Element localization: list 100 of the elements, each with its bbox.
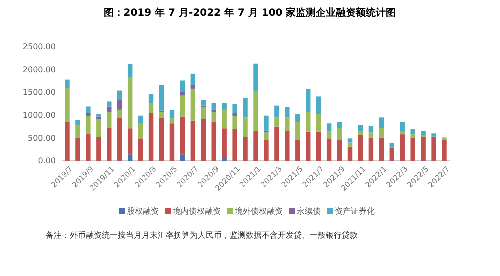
bar — [232, 113, 238, 116]
bar — [232, 104, 238, 114]
bar — [337, 140, 342, 161]
bar — [337, 122, 342, 128]
bar — [86, 113, 91, 116]
bar — [190, 74, 196, 86]
bar — [96, 116, 102, 120]
y-tick-label: 2500.00 — [22, 42, 56, 52]
bar — [138, 123, 144, 139]
bar — [170, 110, 175, 119]
legend-label: 股权融资 — [127, 207, 159, 216]
bar — [65, 88, 70, 122]
bar — [390, 143, 394, 148]
bar — [442, 138, 447, 140]
bar — [243, 118, 248, 138]
bar — [148, 94, 154, 104]
bar — [348, 142, 353, 147]
bar — [96, 114, 102, 117]
bar — [368, 132, 374, 138]
bar — [170, 124, 175, 161]
bar — [107, 102, 112, 107]
bar — [201, 119, 206, 161]
bar — [180, 80, 186, 92]
bar — [180, 154, 186, 161]
bar — [379, 128, 384, 138]
bar — [180, 92, 186, 96]
bar — [222, 128, 227, 158]
bar — [243, 137, 248, 161]
bar — [410, 138, 416, 161]
bar — [368, 138, 374, 161]
bar — [264, 116, 269, 131]
bar — [254, 64, 258, 92]
bar — [400, 131, 405, 135]
bar — [107, 128, 112, 161]
bar — [285, 118, 290, 132]
bar — [358, 125, 364, 132]
bar — [379, 118, 384, 128]
bar — [76, 120, 80, 125]
bar — [264, 132, 269, 140]
bar — [306, 89, 311, 112]
bar — [96, 137, 102, 161]
bar — [118, 90, 122, 100]
bar — [190, 120, 196, 161]
bar — [358, 131, 364, 136]
bar — [432, 134, 436, 137]
bar — [285, 107, 290, 118]
bar — [86, 106, 91, 114]
bar — [159, 118, 164, 161]
bar — [296, 114, 300, 122]
bar — [326, 124, 332, 132]
bar — [264, 140, 269, 161]
legend-label: 境内债权融资 — [172, 207, 221, 216]
bar — [138, 116, 144, 124]
bar — [410, 130, 416, 135]
bar — [306, 112, 311, 132]
bar — [348, 138, 353, 143]
bar — [337, 128, 342, 140]
bar — [222, 158, 227, 161]
bar — [421, 137, 426, 161]
bar — [118, 118, 122, 161]
legend-label: 资产证券化 — [335, 207, 375, 216]
legend-label: 永续债 — [297, 207, 321, 216]
bar — [96, 119, 102, 138]
bar — [159, 112, 164, 118]
bar — [148, 104, 154, 114]
bar — [190, 88, 196, 121]
bar — [128, 64, 133, 78]
bar — [326, 138, 332, 161]
bar — [65, 80, 70, 88]
bar — [170, 118, 175, 124]
bar — [180, 116, 186, 155]
bar — [316, 132, 322, 161]
y-tick-label: 2000.00 — [22, 65, 56, 74]
bar — [201, 108, 206, 120]
bar — [296, 122, 300, 140]
bar — [118, 100, 122, 110]
bar — [243, 98, 248, 118]
bar — [274, 118, 280, 127]
bar — [442, 140, 447, 161]
bar — [128, 128, 133, 155]
bar — [190, 85, 196, 89]
bar — [65, 122, 70, 161]
bar — [222, 110, 227, 129]
y-tick-label: 1000.00 — [22, 110, 56, 120]
bar — [232, 129, 238, 161]
bar — [400, 134, 405, 161]
bar — [390, 148, 394, 161]
bar — [107, 112, 112, 128]
bar — [296, 140, 300, 161]
bar — [212, 122, 216, 161]
bar — [326, 132, 332, 139]
bar — [86, 134, 91, 161]
bar — [86, 116, 91, 134]
bar — [76, 138, 80, 161]
bar — [306, 132, 311, 161]
bar — [432, 136, 436, 161]
chart-title: 图：2019 年 7 月-2022 年 7 月 100 家监测企业融资额统计图 — [104, 7, 396, 19]
bar — [201, 100, 206, 106]
bar — [254, 91, 258, 132]
bar — [128, 77, 133, 129]
